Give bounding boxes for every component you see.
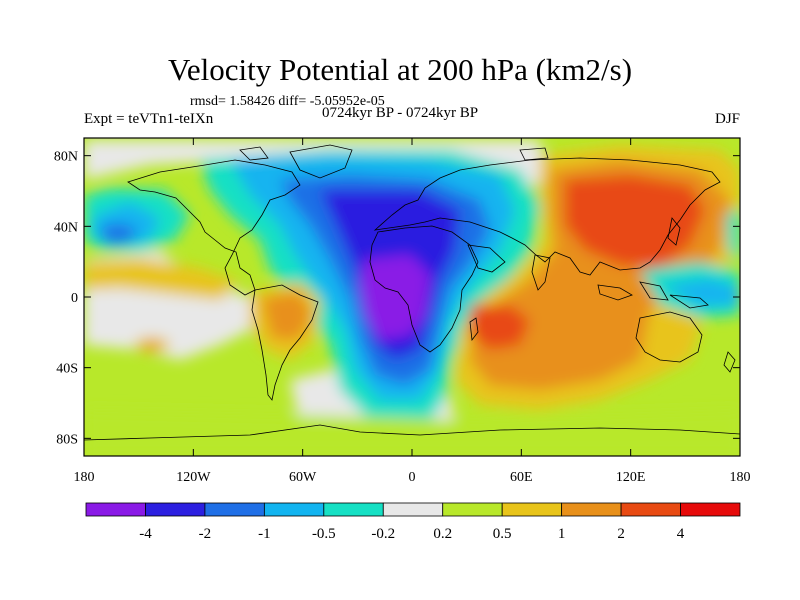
lon-tick-label: 180 (730, 470, 751, 485)
colorbar-swatch (442, 502, 503, 517)
colorbar-swatch (204, 502, 265, 517)
period-label: 0724kyr BP - 0724kyr BP (322, 105, 479, 121)
lon-tick-label: 120W (176, 470, 211, 485)
colorbar-label: -2 (199, 526, 212, 542)
colorbar-label: -4 (139, 526, 152, 542)
colorbar-swatch (561, 502, 622, 517)
colorbar-swatch (620, 502, 681, 517)
colorbar-swatch (382, 502, 444, 517)
colorbar-swatch (680, 502, 741, 517)
colorbar-label: 0.5 (493, 526, 512, 542)
colorbar-label: 2 (617, 526, 625, 542)
lon-tick-label: 0 (409, 470, 416, 485)
lat-tick-label: 40S (56, 362, 78, 377)
colorbar-label: -0.2 (371, 526, 395, 542)
lon-tick-label: 180 (74, 470, 95, 485)
colorbar: -4 -2 -1 -0.5 -0.2 0.2 0.5 1 2 4 (85, 502, 741, 542)
rmsd-diff-stats: rmsd= 1.58426 diff= -5.05952e-05 (190, 94, 385, 109)
season-label: DJF (714, 111, 740, 127)
colorbar-label: 1 (558, 526, 566, 542)
colorbar-label: -0.5 (312, 526, 336, 542)
colorbar-label: -1 (258, 526, 271, 542)
axis-ticks: 80N 40N 0 40S 80S 180 120W 60W 0 60E 120E 180 (54, 138, 751, 485)
colorbar-label: 4 (677, 526, 685, 542)
map-title: Velocity Potential at 200 hPa (km2/s) (167, 52, 633, 87)
colorbar-swatch (323, 502, 384, 517)
lon-tick-label: 60W (289, 470, 317, 485)
lat-tick-label: 40N (54, 220, 78, 235)
lat-tick-label: 0 (71, 291, 78, 306)
lat-tick-label: 80N (54, 150, 78, 165)
experiment-label: Expt = teVTn1-teIXn (84, 111, 214, 127)
colorbar-swatch (501, 502, 563, 517)
lat-tick-label: 80S (56, 432, 78, 447)
colorbar-swatch (263, 502, 325, 517)
lon-tick-label: 60E (510, 470, 533, 485)
lon-tick-label: 120E (616, 470, 646, 485)
colorbar-label: 0.2 (433, 526, 452, 542)
coastlines (84, 144, 740, 441)
colorbar-swatch (145, 502, 206, 517)
contour-fill (84, 138, 740, 456)
colorbar-swatch (85, 502, 146, 517)
